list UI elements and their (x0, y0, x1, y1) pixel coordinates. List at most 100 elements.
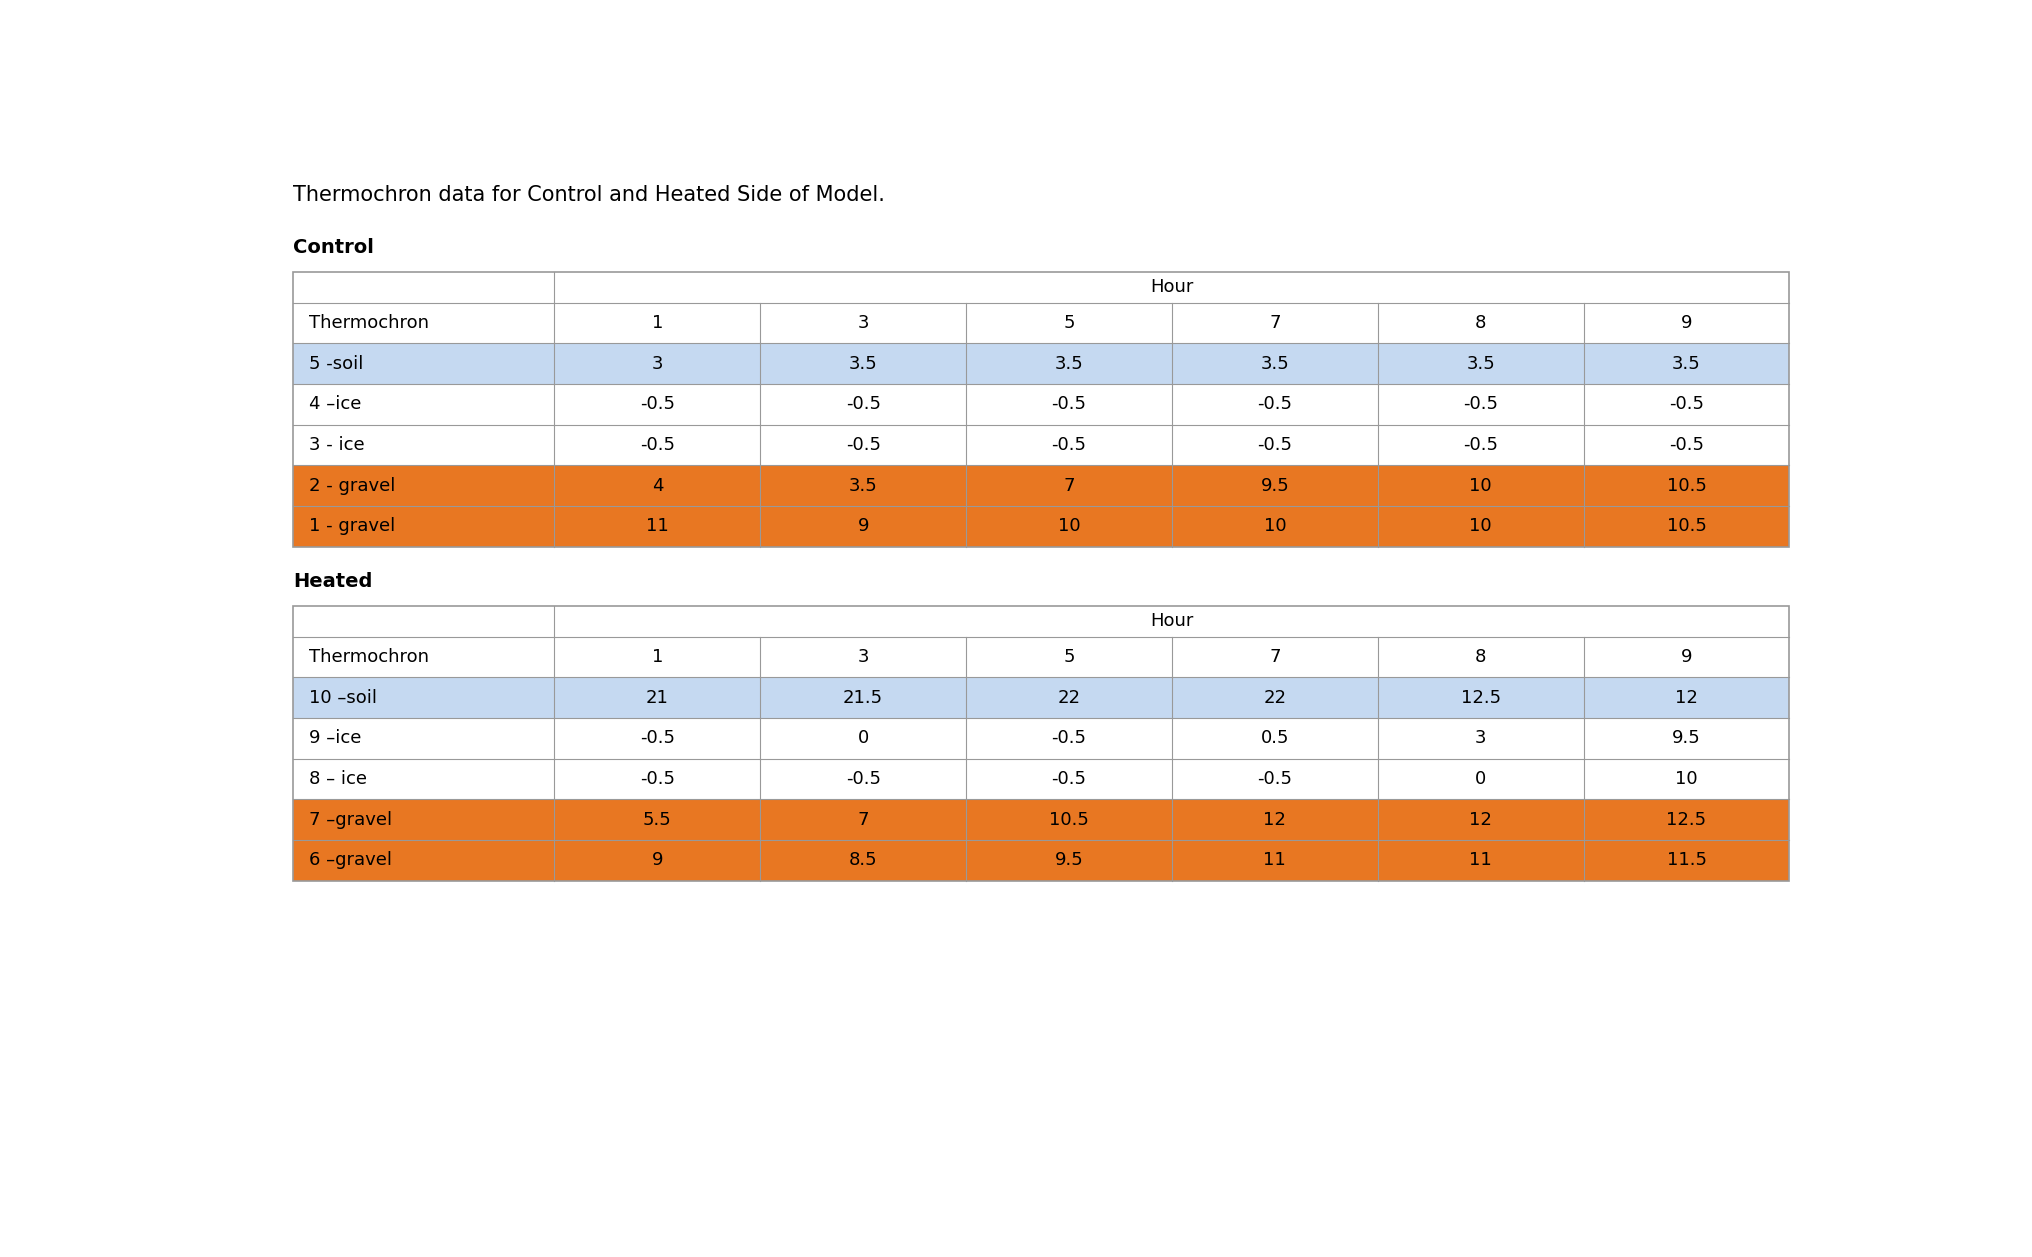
Text: 3: 3 (1475, 729, 1487, 748)
Text: -0.5: -0.5 (1258, 396, 1292, 414)
Bar (555, 272, 1790, 303)
Text: 10: 10 (1469, 518, 1491, 535)
Bar (293, 606, 555, 637)
Bar (293, 678, 1790, 718)
Text: Hour: Hour (1150, 612, 1193, 630)
Text: 3: 3 (858, 314, 870, 332)
Text: 22: 22 (1264, 689, 1286, 706)
Text: 10: 10 (1469, 476, 1491, 495)
Text: 21: 21 (646, 689, 669, 706)
Bar (293, 799, 1790, 840)
Text: -0.5: -0.5 (640, 396, 675, 414)
Bar (293, 343, 1790, 385)
Text: 22: 22 (1057, 689, 1081, 706)
Text: 11: 11 (1469, 851, 1491, 870)
Text: 3: 3 (858, 649, 870, 666)
Text: 3.5: 3.5 (1055, 354, 1083, 373)
Text: 0: 0 (1475, 771, 1485, 788)
Text: 12: 12 (1469, 811, 1491, 828)
Text: 2 - gravel: 2 - gravel (309, 476, 396, 495)
Bar (293, 272, 555, 303)
Text: Thermochron: Thermochron (309, 649, 429, 666)
Text: 10: 10 (1059, 518, 1081, 535)
Bar (293, 637, 1790, 678)
Text: 10: 10 (1264, 518, 1286, 535)
Bar (293, 465, 1790, 507)
Text: 9.5: 9.5 (1260, 476, 1288, 495)
Text: -0.5: -0.5 (1258, 771, 1292, 788)
Bar (293, 385, 1790, 425)
Text: 1 - gravel: 1 - gravel (309, 518, 396, 535)
Text: -0.5: -0.5 (1051, 396, 1087, 414)
Text: 11.5: 11.5 (1666, 851, 1707, 870)
Text: 10: 10 (1674, 771, 1699, 788)
Text: 11: 11 (1264, 851, 1286, 870)
Text: 9 –ice: 9 –ice (309, 729, 362, 748)
Text: 9.5: 9.5 (1055, 851, 1083, 870)
Text: 8: 8 (1475, 649, 1485, 666)
Text: 3.5: 3.5 (1260, 354, 1288, 373)
Text: 3.5: 3.5 (1467, 354, 1496, 373)
Text: 12: 12 (1264, 811, 1286, 828)
Text: 10.5: 10.5 (1049, 811, 1089, 828)
Text: -0.5: -0.5 (640, 436, 675, 454)
Text: Thermochron: Thermochron (309, 314, 429, 332)
Text: 9: 9 (1680, 649, 1693, 666)
Text: 4 –ice: 4 –ice (309, 396, 362, 414)
Text: 3.5: 3.5 (849, 354, 878, 373)
Text: -0.5: -0.5 (845, 396, 880, 414)
Text: 12.5: 12.5 (1666, 811, 1707, 828)
Text: -0.5: -0.5 (1051, 436, 1087, 454)
Text: Heated: Heated (293, 572, 372, 591)
Text: 5.5: 5.5 (642, 811, 673, 828)
Text: 3: 3 (652, 354, 662, 373)
Text: 3 - ice: 3 - ice (309, 436, 364, 454)
Text: 9: 9 (858, 518, 870, 535)
Text: -0.5: -0.5 (1463, 396, 1498, 414)
Text: 9: 9 (1680, 314, 1693, 332)
Bar (555, 606, 1790, 637)
Text: -0.5: -0.5 (640, 729, 675, 748)
Text: 7: 7 (1270, 314, 1280, 332)
Text: 7: 7 (1063, 476, 1075, 495)
Text: -0.5: -0.5 (1051, 771, 1087, 788)
Text: -0.5: -0.5 (1463, 436, 1498, 454)
Text: 6 –gravel: 6 –gravel (309, 851, 392, 870)
Text: 0.5: 0.5 (1260, 729, 1288, 748)
Bar (293, 507, 1790, 547)
Bar (293, 840, 1790, 881)
Bar (293, 272, 1790, 547)
Text: 5: 5 (1063, 649, 1075, 666)
Bar (293, 425, 1790, 465)
Text: 1: 1 (652, 649, 662, 666)
Text: 3.5: 3.5 (849, 476, 878, 495)
Text: Control: Control (293, 238, 374, 256)
Text: 9.5: 9.5 (1672, 729, 1701, 748)
Text: 9: 9 (652, 851, 662, 870)
Text: 10 –soil: 10 –soil (309, 689, 378, 706)
Text: 0: 0 (858, 729, 870, 748)
Text: -0.5: -0.5 (1258, 436, 1292, 454)
Text: -0.5: -0.5 (1051, 729, 1087, 748)
Text: 7: 7 (858, 811, 870, 828)
Bar (293, 606, 1790, 881)
Text: -0.5: -0.5 (845, 436, 880, 454)
Text: Thermochron data for Control and Heated Side of Model.: Thermochron data for Control and Heated … (293, 185, 886, 205)
Text: 11: 11 (646, 518, 669, 535)
Text: 10.5: 10.5 (1666, 476, 1707, 495)
Text: 7 –gravel: 7 –gravel (309, 811, 392, 828)
Text: 1: 1 (652, 314, 662, 332)
Text: 21.5: 21.5 (843, 689, 884, 706)
Text: 10.5: 10.5 (1666, 518, 1707, 535)
Bar (293, 759, 1790, 799)
Text: -0.5: -0.5 (640, 771, 675, 788)
Text: -0.5: -0.5 (1668, 436, 1705, 454)
Text: 4: 4 (652, 476, 662, 495)
Text: 7: 7 (1270, 649, 1280, 666)
Text: 12.5: 12.5 (1461, 689, 1502, 706)
Text: 8.5: 8.5 (849, 851, 878, 870)
Text: -0.5: -0.5 (1668, 396, 1705, 414)
Text: Hour: Hour (1150, 278, 1193, 297)
Bar (293, 718, 1790, 759)
Text: 8: 8 (1475, 314, 1485, 332)
